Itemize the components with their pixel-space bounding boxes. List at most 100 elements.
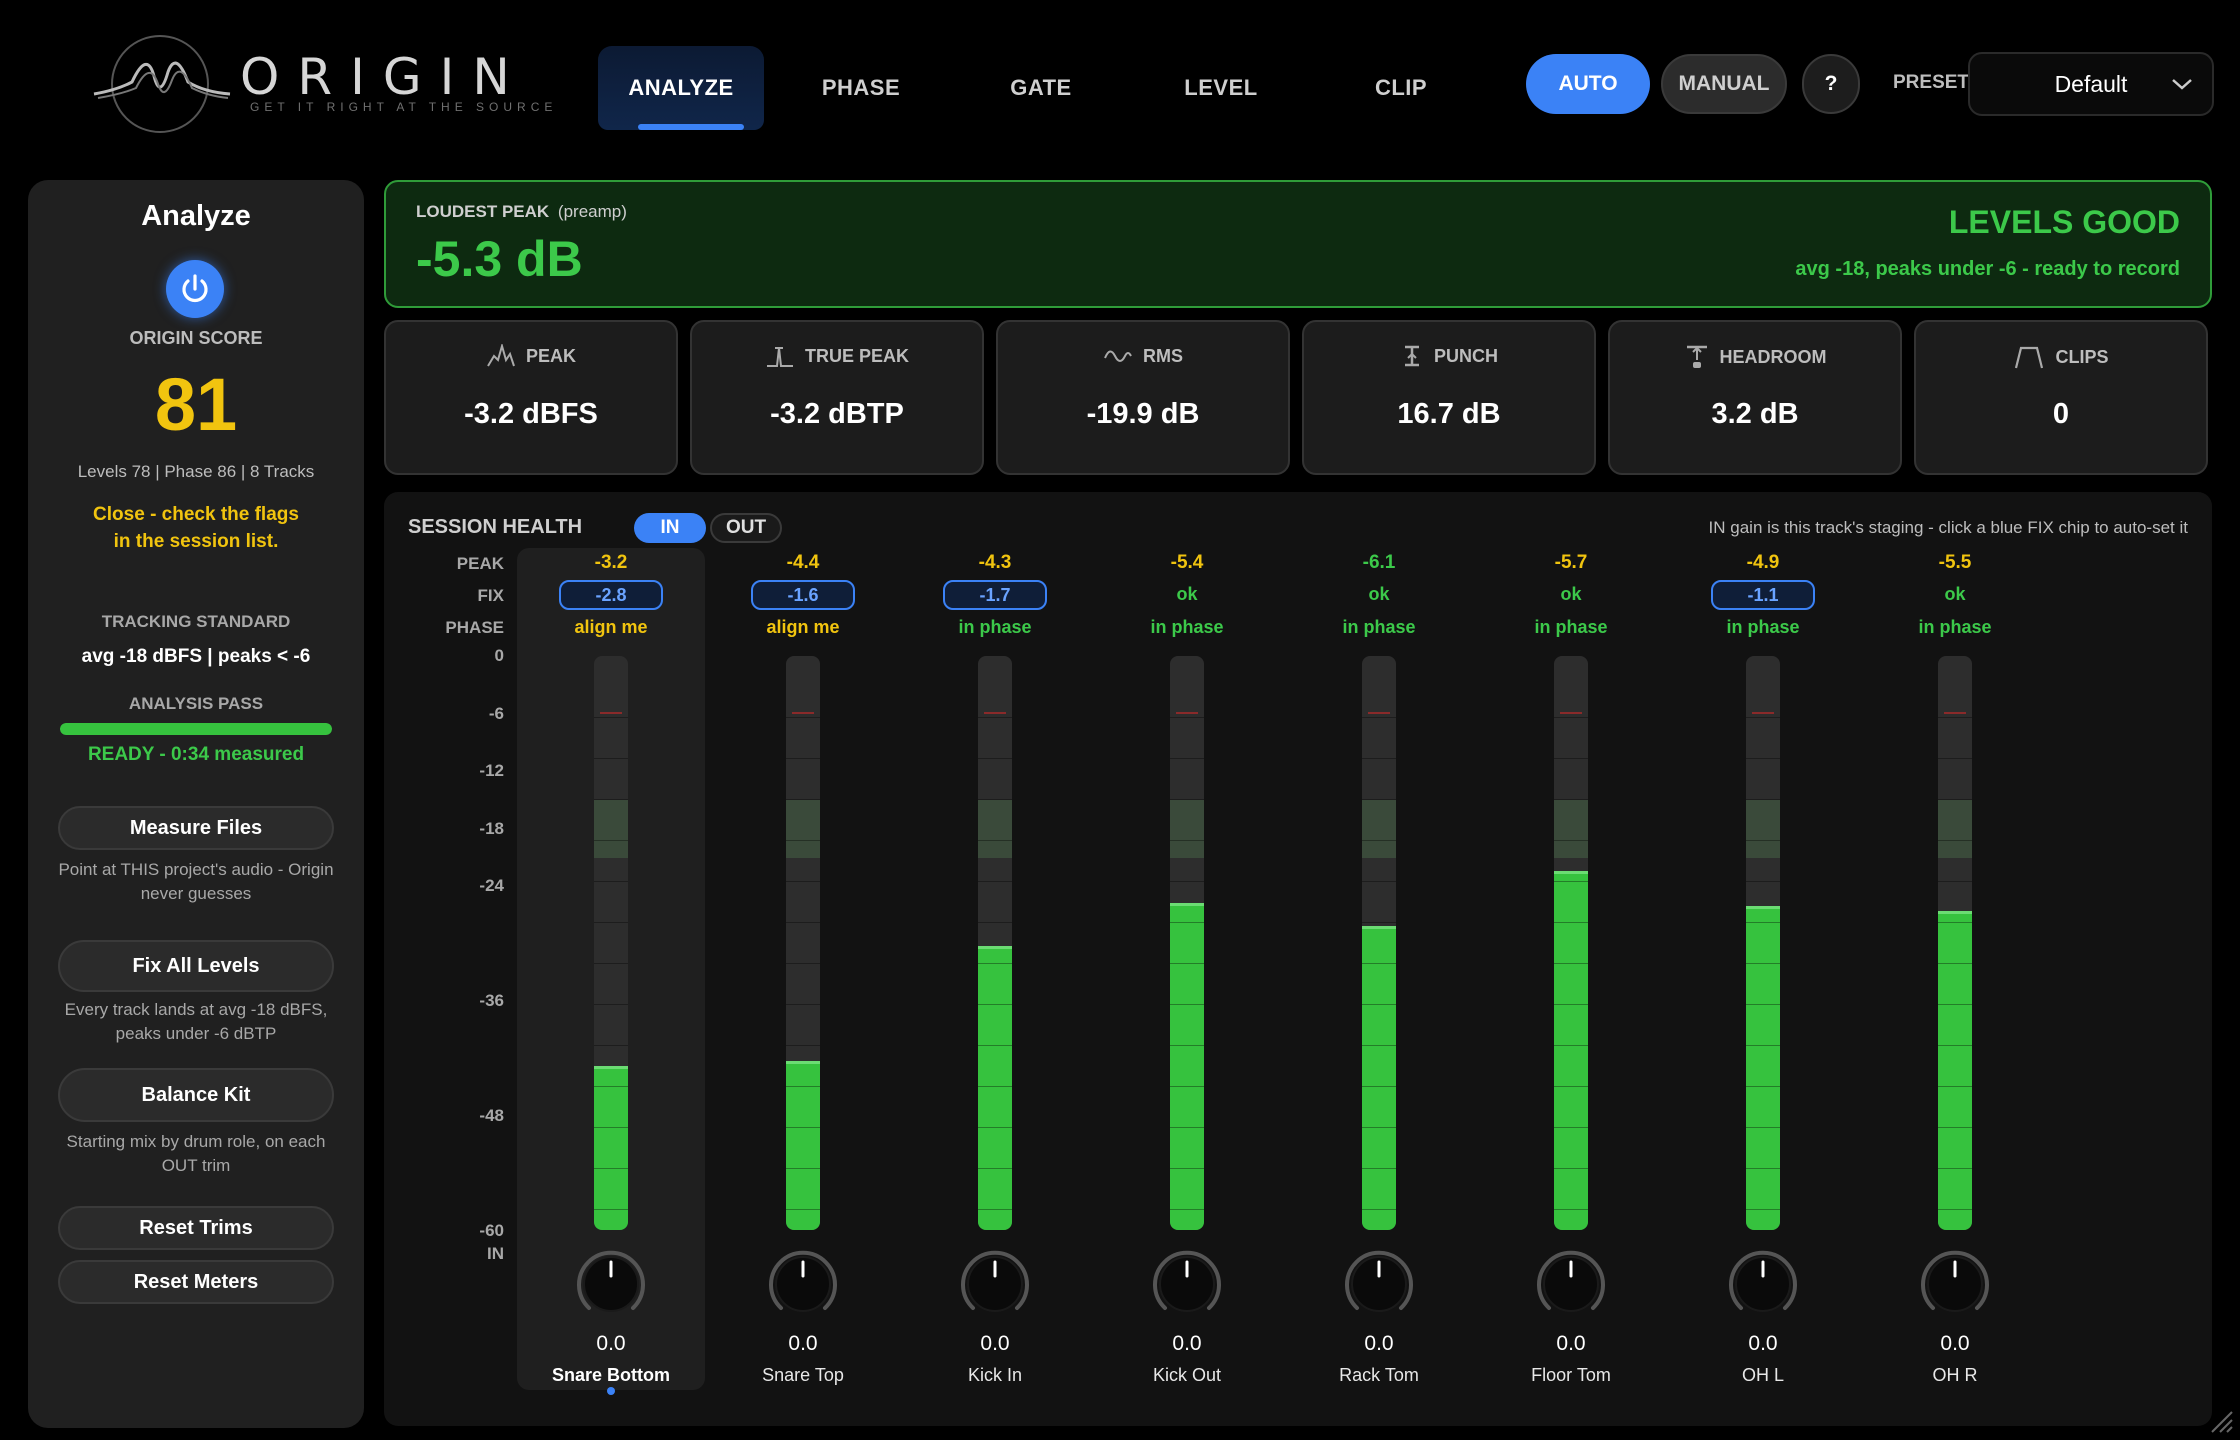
in-gain-knob[interactable] <box>955 1244 1035 1324</box>
channel-level-meter <box>1746 656 1780 1230</box>
meter-fill <box>1362 926 1396 1230</box>
advice-line-2: in the session list. <box>113 531 279 552</box>
tab-gate[interactable]: GATE <box>958 46 1124 130</box>
fix-all-levels-button[interactable]: Fix All Levels <box>58 940 334 992</box>
in-gain-knob[interactable] <box>1723 1244 1803 1324</box>
meter-tick <box>594 717 628 718</box>
balance-kit-button[interactable]: Balance Kit <box>58 1068 334 1122</box>
channel-level-meter <box>1554 656 1588 1230</box>
meter-tick <box>978 1045 1012 1046</box>
in-gain-value: 0.0 <box>980 1332 1010 1355</box>
sidebar-title: Analyze <box>141 200 251 232</box>
meter-tick <box>1170 963 1204 964</box>
measure-files-button[interactable]: Measure Files <box>58 806 334 850</box>
stat-value: 0 <box>2052 398 2070 430</box>
peak-limit-line <box>1752 712 1774 714</box>
meter-tick <box>1746 799 1780 800</box>
channel-level-meter <box>1362 656 1396 1230</box>
fix-chip-button[interactable]: -1.1 <box>1711 580 1815 610</box>
auto-mode-button[interactable]: AUTO <box>1526 54 1650 114</box>
meter-tick <box>1554 758 1588 759</box>
channel-name[interactable]: OH L <box>1741 1365 1784 1385</box>
in-gain-value: 0.0 <box>1172 1332 1202 1355</box>
fix-chip-button[interactable]: -1.6 <box>751 580 855 610</box>
tab-analyze[interactable]: ANALYZE <box>598 46 764 130</box>
stat-label: PUNCH <box>1433 345 1498 366</box>
help-button[interactable]: ? <box>1802 54 1860 114</box>
fix-chip-button[interactable]: -1.7 <box>943 580 1047 610</box>
clips-icon <box>2015 346 2044 369</box>
preset-dropdown[interactable]: Default <box>1968 52 2214 116</box>
in-gain-knob[interactable] <box>571 1244 651 1324</box>
meter-tick <box>786 1127 820 1128</box>
meter-tick <box>594 1045 628 1046</box>
meter-tick <box>1554 1086 1588 1087</box>
active-tab-underline <box>638 124 744 130</box>
tab-phase[interactable]: PHASE <box>778 46 944 130</box>
meter-tick <box>1938 717 1972 718</box>
meter-tick <box>1170 1004 1204 1005</box>
channel-name[interactable]: Snare Bottom <box>551 1365 670 1385</box>
tab-label: ANALYZE <box>628 75 734 100</box>
power-icon <box>182 274 208 303</box>
in-gain-knob[interactable] <box>763 1244 843 1324</box>
fix-chip-button[interactable]: -2.8 <box>559 580 663 610</box>
tab-clip[interactable]: CLIP <box>1318 46 1484 130</box>
stat-card-clips: CLIPS 0 <box>1914 320 2208 475</box>
in-gain-knob[interactable] <box>1531 1244 1611 1324</box>
channel-level-meter <box>786 656 820 1230</box>
stat-card-peak: PEAK -3.2 dBFS <box>384 320 678 475</box>
tab-level[interactable]: LEVEL <box>1138 46 1304 130</box>
rms-wave-icon <box>1104 350 1132 362</box>
analysis-progress-bar <box>60 723 332 735</box>
peak-limit-line <box>1176 712 1198 714</box>
toggle-out-button[interactable]: OUT <box>710 513 782 543</box>
channel-phase-status: in phase <box>1726 617 1800 637</box>
reset-meters-button[interactable]: Reset Meters <box>58 1260 334 1304</box>
meter-tick <box>1938 1086 1972 1087</box>
channel-name[interactable]: OH R <box>1932 1365 1978 1385</box>
meter-tick <box>786 1209 820 1210</box>
meter-tick <box>1938 840 1972 841</box>
reset-trims-button[interactable]: Reset Trims <box>58 1206 334 1250</box>
resize-grip-icon[interactable] <box>2208 1408 2234 1434</box>
meter-tick <box>594 1086 628 1087</box>
channel-name[interactable]: Rack Tom <box>1339 1365 1419 1385</box>
meter-tick <box>1746 922 1780 923</box>
stat-label: RMS <box>1143 345 1183 366</box>
channel-phase-status: align me <box>766 617 840 637</box>
meter-tick <box>1746 840 1780 841</box>
meter-tick <box>1554 1127 1588 1128</box>
meter-tick <box>978 840 1012 841</box>
in-gain-knob[interactable] <box>1147 1244 1227 1324</box>
manual-mode-button[interactable]: MANUAL <box>1661 54 1787 114</box>
scale-label: 0 <box>494 646 504 665</box>
meter-tick <box>1170 799 1204 800</box>
in-gain-knob[interactable] <box>1915 1244 1995 1324</box>
channel-name[interactable]: Floor Tom <box>1531 1365 1611 1385</box>
meter-tick <box>1746 963 1780 964</box>
meter-tick <box>978 1209 1012 1210</box>
meter-tick <box>1170 881 1204 882</box>
channel-name[interactable]: Snare Top <box>762 1365 844 1385</box>
loudest-peak-sublabel: (preamp) <box>557 202 627 221</box>
analyze-power-button[interactable] <box>166 260 224 318</box>
channel-name[interactable]: Kick In <box>967 1365 1023 1385</box>
meter-tick <box>1554 1004 1588 1005</box>
meter-fill <box>786 1061 820 1230</box>
channel-name[interactable]: Kick Out <box>1152 1365 1222 1385</box>
in-gain-knob[interactable] <box>1339 1244 1419 1324</box>
toggle-in-button[interactable]: IN <box>634 513 706 543</box>
fix-note-line-2: peaks under -6 dBTP <box>115 1024 277 1043</box>
loudest-peak-value: -5.3 dB <box>416 231 583 287</box>
meter-tick <box>1170 1127 1204 1128</box>
row-label-fix: FIX <box>477 586 504 605</box>
in-gain-value: 0.0 <box>788 1332 818 1355</box>
channel-peak-value: -6.1 <box>1362 552 1396 573</box>
channel-peak-value: -4.4 <box>786 552 820 573</box>
stat-card-true-peak: TRUE PEAK -3.2 dBTP <box>690 320 984 475</box>
meter-tick <box>1170 717 1204 718</box>
channel-level-meter <box>978 656 1012 1230</box>
peak-limit-line <box>1560 712 1582 714</box>
meter-tick <box>1938 1127 1972 1128</box>
